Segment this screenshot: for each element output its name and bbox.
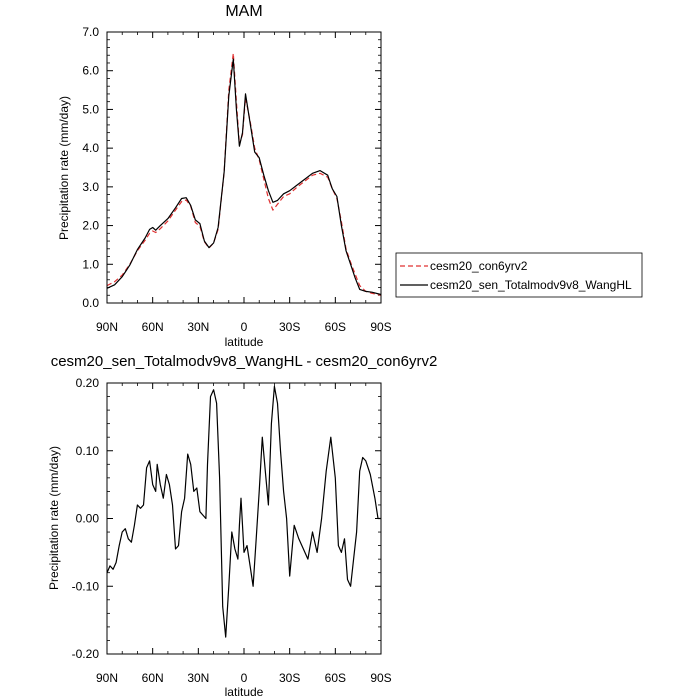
top-x-tick-label: 60S <box>325 320 346 334</box>
bottom-y-tick-label: 0.20 <box>76 376 100 390</box>
top-x-tick-label: 30S <box>279 320 300 334</box>
bottom-x-tick-label: 0 <box>241 671 248 685</box>
bottom-panel: cesm20_sen_Totalmodv9v8_WangHL - cesm20_… <box>47 353 437 699</box>
bottom-x-tick-label: 30S <box>279 671 300 685</box>
top-y-tick-label: 5.0 <box>82 102 99 116</box>
bottom-x-tick-label: 90S <box>370 671 391 685</box>
bottom-x-tick-label: 60N <box>142 671 164 685</box>
bottom-chart-title: cesm20_sen_Totalmodv9v8_WangHL - cesm20_… <box>51 353 438 370</box>
bottom-x-axis-label: latitude <box>225 685 264 699</box>
top-y-tick-label: 6.0 <box>82 64 99 78</box>
top-x-tick-label: 90S <box>370 320 391 334</box>
top-panel: MAM latitude Precipitation rate (mm/day)… <box>57 3 392 349</box>
bottom-y-axis-label: Precipitation rate (mm/day) <box>47 446 61 590</box>
top-y-tick-label: 7.0 <box>82 25 99 39</box>
legend-label-series-1: cesm20_con6yrv2 <box>430 259 528 273</box>
top-y-tick-label: 3.0 <box>82 180 99 194</box>
top-y-axis-label: Precipitation rate (mm/day) <box>57 96 71 240</box>
top-plot-frame <box>106 31 382 304</box>
bottom-x-tick-label: 30N <box>187 671 209 685</box>
bottom-x-tick-label: 90N <box>96 671 118 685</box>
top-x-axis-label: latitude <box>225 335 264 349</box>
bottom-x-tick-label: 60S <box>325 671 346 685</box>
top-y-tick-label: 1.0 <box>82 257 99 271</box>
bottom-y-tick-label: -0.20 <box>72 647 100 661</box>
bottom-plot-frame <box>106 382 382 655</box>
top-series-line-1 <box>106 52 382 296</box>
legend-box <box>395 252 643 298</box>
top-y-tick-label: 4.0 <box>82 141 99 155</box>
top-x-tick-label: 30N <box>187 320 209 334</box>
bottom-y-tick-label: 0.00 <box>76 512 100 526</box>
legend: cesm20_con6yrv2 cesm20_sen_Totalmodv9v8_… <box>395 252 643 298</box>
top-chart-title: MAM <box>225 3 262 20</box>
bottom-y-tick-label: 0.10 <box>76 444 100 458</box>
legend-label-series-2: cesm20_sen_Totalmodv9v8_WangHL <box>430 278 632 292</box>
top-series-line-2 <box>106 58 382 296</box>
top-x-tick-label: 90N <box>96 320 118 334</box>
top-y-tick-label: 2.0 <box>82 219 99 233</box>
top-x-tick-label: 60N <box>142 320 164 334</box>
bottom-y-tick-label: -0.10 <box>72 579 100 593</box>
bottom-series-line-1 <box>106 385 381 638</box>
top-x-tick-label: 0 <box>241 320 248 334</box>
top-y-tick-label: 0.0 <box>82 296 99 310</box>
